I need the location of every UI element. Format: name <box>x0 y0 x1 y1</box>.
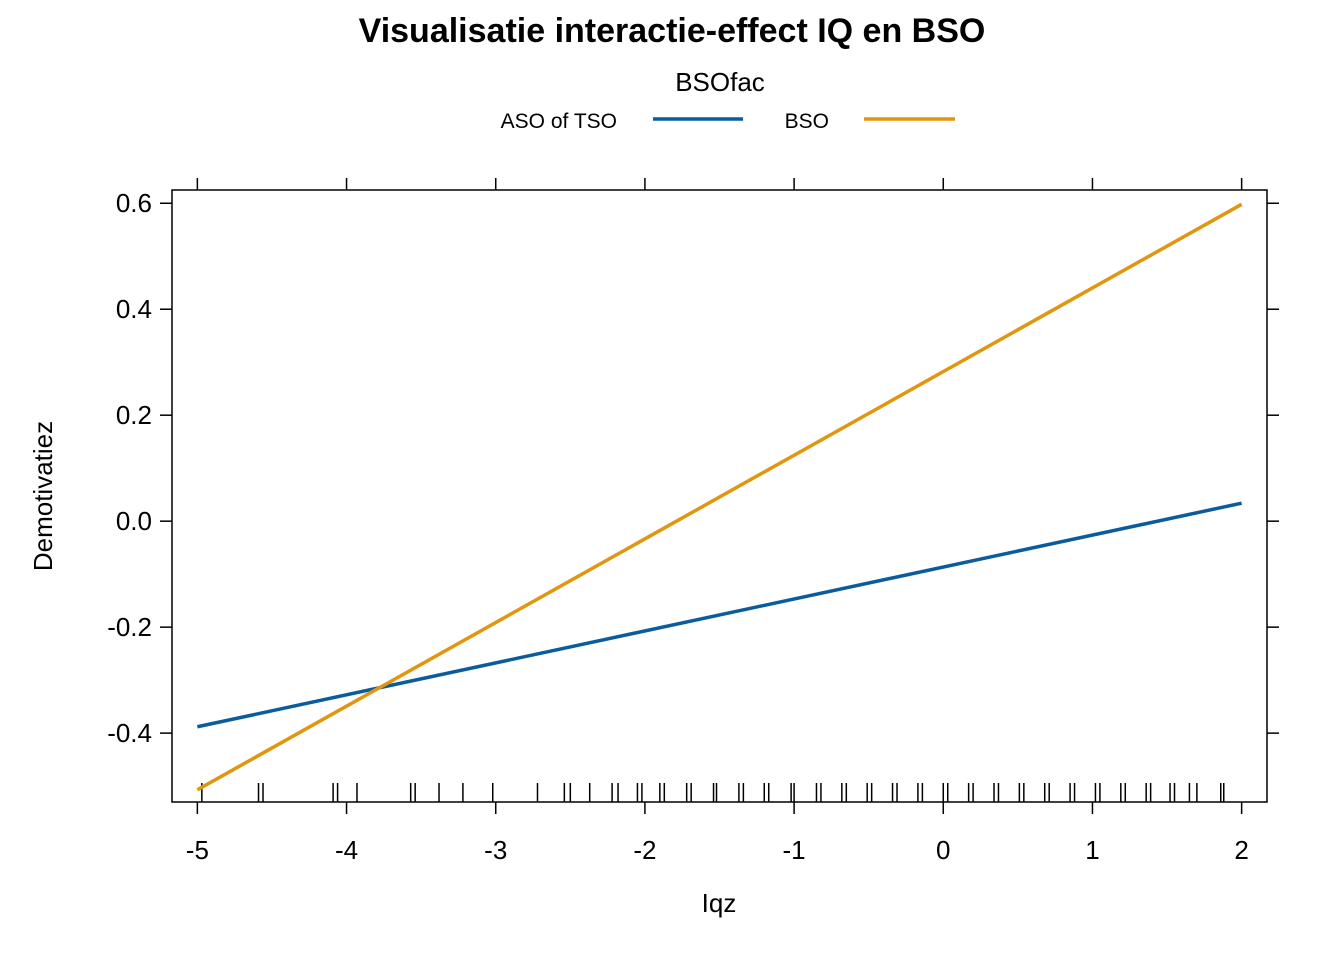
legend-label-bso: BSO <box>785 110 829 133</box>
series-line-aso-of-tso <box>196 501 1243 729</box>
series-lines <box>196 202 1243 792</box>
y-tick-label: -0.2 <box>107 612 152 642</box>
x-tick-label: -1 <box>783 835 806 865</box>
legend-label-aso-of-tso: ASO of TSO <box>501 110 617 133</box>
y-tick-label: 0.4 <box>116 294 152 324</box>
y-axis: -0.4 -0.2 0.0 0.2 0.4 0.6 <box>107 188 1279 748</box>
y-tick-label: -0.4 <box>107 718 152 748</box>
x-tick-label: 1 <box>1085 835 1099 865</box>
y-tick-label: 0.6 <box>116 188 152 218</box>
chart-title: Visualisatie interactie-effect IQ en BSO <box>359 12 986 50</box>
legend: BSOfac ASO of TSO BSO <box>501 67 955 133</box>
x-tick-label: -5 <box>186 835 209 865</box>
x-tick-label: -3 <box>484 835 507 865</box>
series-line-bso <box>196 202 1243 792</box>
y-tick-label: 0.2 <box>116 400 152 430</box>
rug <box>201 783 1225 802</box>
x-axis-label: Iqz <box>702 888 737 918</box>
x-tick-label: -4 <box>335 835 358 865</box>
plot-frame <box>171 189 1268 803</box>
x-tick-label: -2 <box>633 835 656 865</box>
y-axis-label: Demotivatiez <box>28 421 58 571</box>
y-tick-label: 0.0 <box>116 506 152 536</box>
x-tick-label: 0 <box>936 835 950 865</box>
x-tick-label: 2 <box>1234 835 1248 865</box>
x-axis: -5 -4 -3 -2 -1 0 1 2 <box>186 178 1249 865</box>
legend-title: BSOfac <box>675 67 765 97</box>
